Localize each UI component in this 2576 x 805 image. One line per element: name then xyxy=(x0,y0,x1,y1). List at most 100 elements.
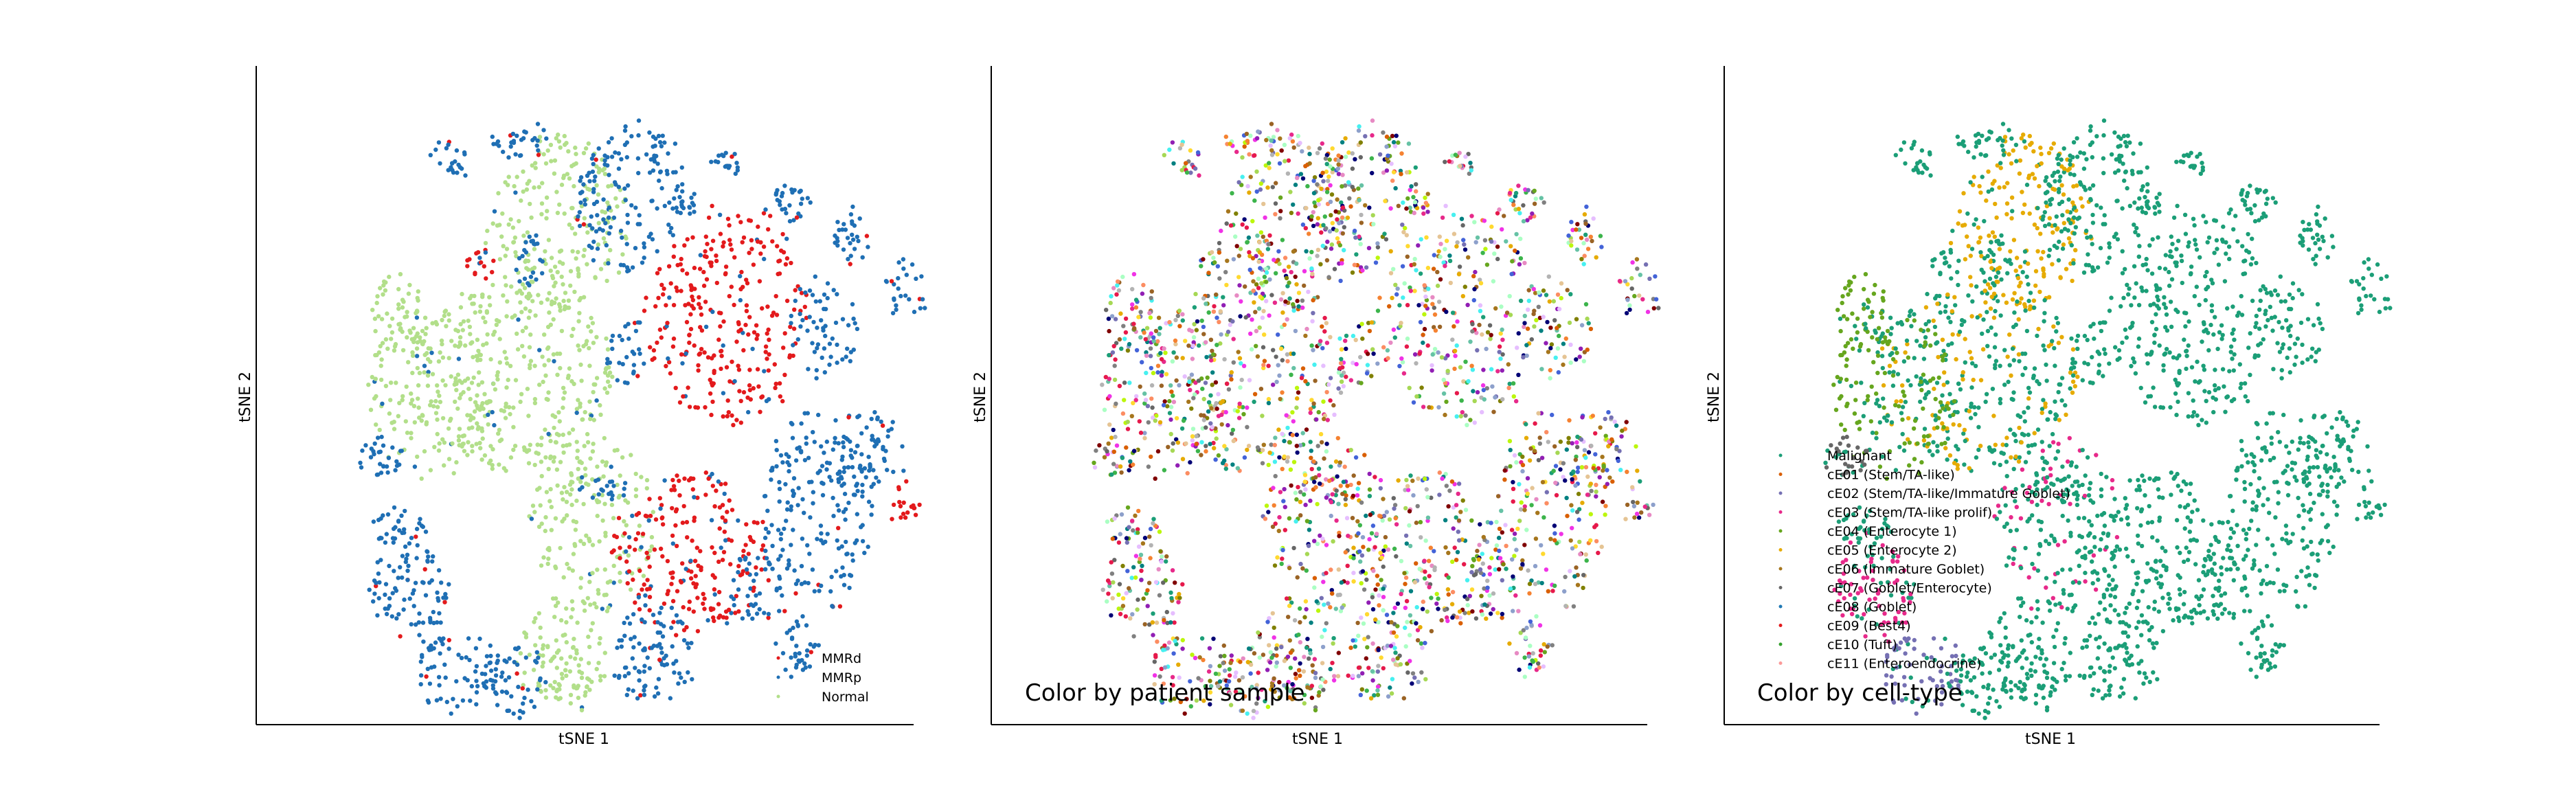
scatter-point xyxy=(1206,310,1211,315)
scatter-point xyxy=(424,674,429,679)
scatter-point xyxy=(680,520,686,525)
scatter-point xyxy=(1541,552,1546,556)
scatter-point xyxy=(672,244,677,249)
scatter-point xyxy=(1371,222,1376,227)
scatter-point xyxy=(698,305,703,310)
scatter-point xyxy=(648,513,653,519)
scatter-point xyxy=(692,265,697,271)
scatter-point xyxy=(477,256,482,260)
scatter-point xyxy=(1168,590,1173,595)
scatter-point xyxy=(835,360,839,365)
scatter-point xyxy=(787,203,792,208)
scatter-point xyxy=(417,415,422,420)
scatter-point xyxy=(577,209,582,215)
scatter-point xyxy=(501,409,506,413)
scatter-point xyxy=(1307,145,1311,150)
scatter-point xyxy=(419,476,424,481)
scatter-point xyxy=(622,481,628,486)
scatter-point xyxy=(1214,343,1219,348)
scatter-point xyxy=(1225,329,1231,335)
scatter-point xyxy=(670,233,675,238)
scatter-point xyxy=(624,549,629,554)
scatter-point xyxy=(787,355,792,360)
scatter-point xyxy=(1105,449,1109,454)
scatter-point xyxy=(917,502,922,508)
scatter-point xyxy=(1166,444,1171,449)
scatter-point xyxy=(549,505,554,510)
scatter-point xyxy=(1484,386,1489,391)
scatter-point xyxy=(517,218,521,224)
scatter-point xyxy=(406,360,411,365)
scatter-point xyxy=(651,613,656,617)
scatter-point xyxy=(375,435,381,440)
scatter-point xyxy=(789,504,794,509)
scatter-point xyxy=(543,161,549,166)
scatter-point xyxy=(885,434,890,439)
scatter-point xyxy=(848,253,853,258)
scatter-point xyxy=(690,201,695,205)
scatter-point xyxy=(1513,248,1517,253)
scatter-point xyxy=(398,321,403,326)
scatter-point xyxy=(1377,593,1381,598)
scatter-point xyxy=(646,555,651,560)
scatter-point xyxy=(1391,267,1396,271)
scatter-point xyxy=(706,215,712,220)
scatter-point xyxy=(552,359,556,364)
scatter-point xyxy=(418,682,423,687)
scatter-point xyxy=(857,466,862,470)
scatter-point xyxy=(559,672,565,677)
scatter-point xyxy=(732,255,737,260)
scatter-point xyxy=(687,405,692,409)
scatter-point xyxy=(1295,396,1300,401)
scatter-point xyxy=(1517,519,1522,523)
scatter-point xyxy=(518,300,523,305)
scatter-point xyxy=(1510,259,1515,264)
scatter-point xyxy=(1408,188,1412,192)
scatter-point xyxy=(1144,350,1149,355)
scatter-point xyxy=(721,391,726,396)
scatter-point xyxy=(486,412,490,418)
scatter-point xyxy=(1502,214,1506,218)
scatter-point xyxy=(570,606,575,612)
scatter-point xyxy=(1173,338,1178,343)
scatter-point xyxy=(440,317,444,323)
scatter-point xyxy=(465,264,470,269)
scatter-point xyxy=(797,659,802,664)
scatter-point xyxy=(648,548,653,553)
scatter-point xyxy=(1478,303,1483,308)
scatter-point xyxy=(1250,317,1254,322)
scatter-point xyxy=(1497,548,1502,554)
scatter-point xyxy=(571,552,576,556)
scatter-point xyxy=(1625,469,1629,475)
scatter-point xyxy=(1321,179,1326,183)
scatter-point xyxy=(769,523,774,528)
scatter-point xyxy=(1524,422,1528,427)
scatter-point xyxy=(776,259,781,264)
scatter-point xyxy=(543,427,547,432)
scatter-point xyxy=(727,294,732,299)
scatter-point xyxy=(860,538,866,544)
scatter-point xyxy=(407,596,412,601)
scatter-point xyxy=(767,397,771,402)
scatter-point xyxy=(438,400,443,405)
scatter-point xyxy=(479,671,485,677)
scatter-point xyxy=(1609,415,1614,420)
scatter-point xyxy=(543,688,548,693)
scatter-point xyxy=(1635,500,1640,505)
scatter-point xyxy=(1257,325,1262,330)
scatter-point xyxy=(1254,169,1259,174)
scatter-point xyxy=(392,505,397,510)
scatter-point xyxy=(840,357,845,362)
scatter-point xyxy=(1212,304,1217,309)
scatter-point xyxy=(668,571,673,576)
scatter-point xyxy=(1214,315,1219,320)
scatter-point xyxy=(1258,181,1264,186)
scatter-point xyxy=(1410,478,1415,484)
scatter-point xyxy=(530,280,535,284)
scatter-point xyxy=(1405,254,1410,259)
scatter-point xyxy=(594,164,599,169)
scatter-point xyxy=(1378,550,1383,556)
scatter-point xyxy=(1345,215,1351,220)
scatter-point xyxy=(1402,281,1407,286)
scatter-point xyxy=(1304,568,1309,573)
